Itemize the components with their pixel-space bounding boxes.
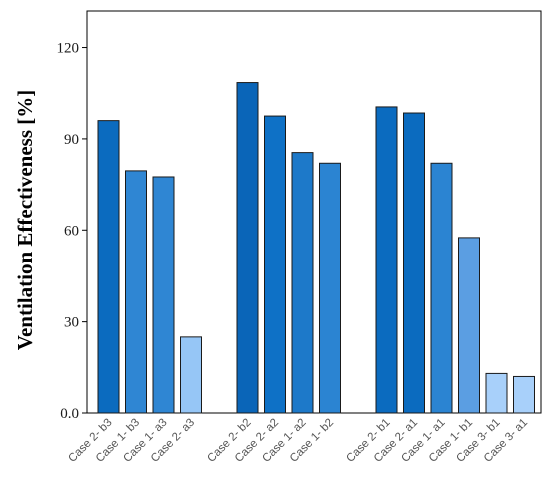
bar bbox=[291, 152, 314, 414]
bar bbox=[152, 176, 175, 414]
bar bbox=[97, 120, 120, 414]
bar bbox=[180, 336, 202, 414]
bar bbox=[375, 106, 398, 414]
y-tick-label: 120 bbox=[57, 41, 80, 57]
bar bbox=[264, 115, 286, 414]
bar bbox=[430, 162, 453, 414]
y-tick-label: 30 bbox=[64, 315, 79, 331]
bar bbox=[125, 170, 147, 414]
bar bbox=[403, 112, 425, 414]
bar bbox=[485, 372, 508, 414]
bar bbox=[458, 237, 480, 414]
y-tick-label: 60 bbox=[64, 223, 79, 239]
bar bbox=[236, 82, 259, 414]
y-axis-label: Ventilation Effectiveness [%] bbox=[13, 90, 37, 351]
y-tick-label: 90 bbox=[64, 132, 79, 148]
bar bbox=[319, 162, 341, 414]
bar bbox=[513, 375, 535, 414]
y-tick-label: 0.0 bbox=[60, 406, 79, 422]
y-axis-ticks: 0.0 30 60 90 120 bbox=[57, 41, 87, 422]
bars bbox=[97, 82, 535, 414]
